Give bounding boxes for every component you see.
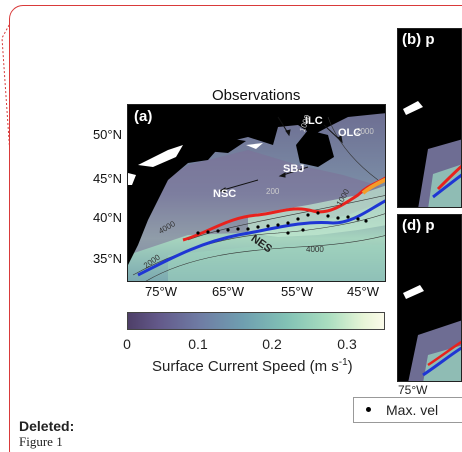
high-speed-region-south — [168, 243, 385, 281]
lon-label: 55°W — [281, 284, 313, 299]
island-shape — [138, 145, 183, 167]
legend-label: Max. vel — [386, 402, 439, 418]
region-label: NSC — [213, 188, 237, 200]
panel-label: (b) p — [402, 31, 435, 48]
depth-contour — [145, 235, 385, 281]
orange-front-segment — [361, 177, 385, 195]
continental-shelf — [128, 150, 385, 255]
depth-contour — [187, 195, 385, 241]
island-shape — [128, 173, 136, 185]
lon-label: 45°W — [347, 284, 379, 299]
newfoundland-land — [296, 130, 334, 167]
panel-label: (d) p — [402, 217, 435, 234]
land-mass — [128, 105, 385, 265]
region-label: OLC — [338, 127, 362, 139]
region-label: ILC — [305, 115, 323, 127]
colorbar-label-exponent: -1 — [338, 357, 348, 368]
figure-title: Observations — [212, 87, 301, 104]
legend-marker-dot — [366, 407, 371, 412]
lat-label: 50°N — [92, 127, 122, 142]
anticosti-land — [206, 135, 246, 153]
map-panel-d: (d) p — [397, 214, 462, 382]
lat-label: 35°N — [92, 251, 122, 266]
contour-label: 200 — [266, 187, 280, 196]
blue-front-line — [137, 199, 385, 277]
colorbar-tick: 0.1 — [188, 336, 208, 352]
colorbar-tick: 0.2 — [262, 336, 282, 352]
max-velocity-dots — [196, 211, 368, 235]
lon-label: 75°W — [398, 383, 428, 397]
colorbar-tick: 0 — [123, 336, 131, 352]
map-panel-b: (b) p — [397, 28, 462, 208]
region-label: SBJ — [283, 163, 305, 175]
map-panel-a: (a) ILC OLC SBJ NSC NES 1000 2000 1000 4… — [127, 104, 386, 282]
lon-label: 75°W — [145, 284, 177, 299]
island-shape — [246, 143, 263, 149]
lat-label: 40°N — [92, 210, 122, 225]
depth-contour — [327, 116, 379, 181]
comment-heading: Deleted: — [19, 418, 75, 434]
colorbar — [127, 312, 385, 330]
panel-label: (a) — [134, 108, 153, 125]
comment-text: Figure 1 — [19, 434, 63, 449]
contour-label: 2000 — [356, 127, 374, 136]
map-panel-b-graphic — [398, 29, 461, 207]
colorbar-label: Surface Current Speed (m s-1) — [152, 357, 353, 375]
lon-label: 65°W — [212, 284, 244, 299]
contour-label: 4000 — [306, 245, 324, 254]
colorbar-tick: 0.3 — [337, 336, 357, 352]
map-panel-a-graphic — [128, 105, 385, 281]
current-arrows — [218, 116, 343, 193]
map-panel-d-graphic — [398, 215, 461, 381]
legend: Max. vel — [353, 397, 462, 423]
lat-label: 45°N — [92, 171, 122, 186]
